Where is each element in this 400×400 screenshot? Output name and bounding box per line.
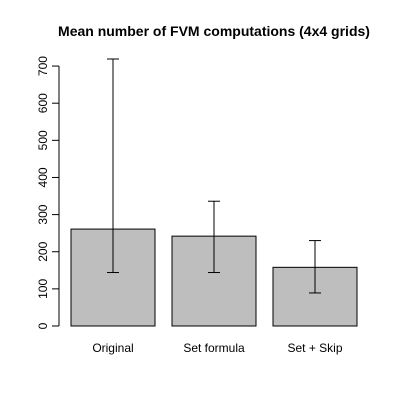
y-tick-label: 600 — [36, 93, 50, 113]
y-tick-label: 300 — [36, 204, 50, 224]
chart-title: Mean number of FVM computations (4x4 gri… — [58, 23, 370, 39]
x-axis-labels: Original Set formula Set + Skip — [92, 341, 343, 355]
y-tick-label: 700 — [36, 56, 50, 76]
x-category-label: Set + Skip — [287, 341, 342, 355]
x-category-label: Original — [92, 341, 133, 355]
y-axis: 0 100 200 300 400 500 600 700 — [36, 56, 60, 329]
y-tick-label: 0 — [36, 322, 50, 329]
y-tick-label: 400 — [36, 167, 50, 187]
error-bars — [107, 58, 321, 294]
y-tick-label: 500 — [36, 130, 50, 150]
x-category-label: Set formula — [183, 341, 245, 355]
y-tick-label: 100 — [36, 279, 50, 299]
y-tick-label: 200 — [36, 241, 50, 261]
